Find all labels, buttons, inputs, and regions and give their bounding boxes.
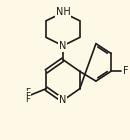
Text: NH: NH	[56, 7, 70, 18]
Text: F: F	[25, 95, 30, 104]
Text: N: N	[59, 41, 67, 51]
Text: F: F	[25, 92, 30, 101]
Text: N: N	[59, 95, 67, 106]
Text: F: F	[25, 88, 30, 97]
Text: F: F	[123, 66, 129, 76]
